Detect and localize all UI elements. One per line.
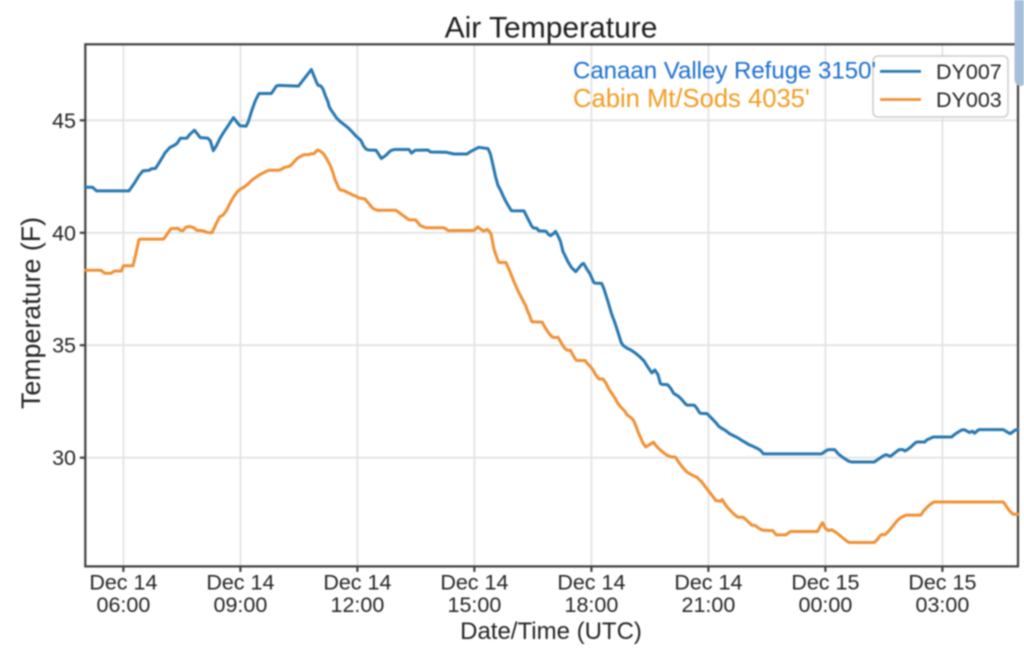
svg-text:Temperature (F): Temperature (F): [16, 217, 46, 409]
svg-text:Cabin Mt/Sods 4035': Cabin Mt/Sods 4035': [573, 85, 810, 113]
svg-text:Dec 15: Dec 15: [908, 571, 976, 595]
svg-text:Air Temperature: Air Temperature: [445, 12, 658, 45]
svg-text:Dec 14: Dec 14: [557, 571, 625, 595]
svg-text:12:00: 12:00: [330, 593, 384, 617]
svg-text:Dec 15: Dec 15: [791, 571, 859, 595]
svg-text:35: 35: [52, 334, 76, 358]
svg-text:DY007: DY007: [936, 60, 1002, 84]
svg-text:18:00: 18:00: [564, 593, 618, 617]
svg-text:03:00: 03:00: [915, 593, 969, 617]
svg-text:09:00: 09:00: [213, 593, 267, 617]
svg-text:00:00: 00:00: [798, 593, 852, 617]
svg-text:45: 45: [52, 109, 76, 133]
svg-text:Dec 14: Dec 14: [323, 571, 391, 595]
svg-text:15:00: 15:00: [447, 593, 501, 617]
svg-text:Date/Time (UTC): Date/Time (UTC): [460, 618, 642, 645]
svg-text:Dec 14: Dec 14: [440, 571, 508, 595]
svg-text:Dec 14: Dec 14: [89, 571, 157, 595]
svg-text:Dec 14: Dec 14: [674, 571, 742, 595]
svg-text:30: 30: [52, 446, 76, 470]
svg-text:DY003: DY003: [936, 88, 1002, 112]
svg-text:40: 40: [52, 221, 76, 245]
svg-text:Canaan Valley Refuge 3150': Canaan Valley Refuge 3150': [573, 57, 876, 84]
svg-text:Dec 14: Dec 14: [206, 571, 274, 595]
svg-text:21:00: 21:00: [681, 593, 735, 617]
svg-text:06:00: 06:00: [96, 593, 150, 617]
